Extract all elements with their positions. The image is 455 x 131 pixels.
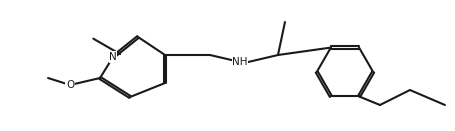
Text: O: O <box>66 80 74 90</box>
Text: N: N <box>109 52 117 62</box>
Text: NH: NH <box>232 57 248 67</box>
